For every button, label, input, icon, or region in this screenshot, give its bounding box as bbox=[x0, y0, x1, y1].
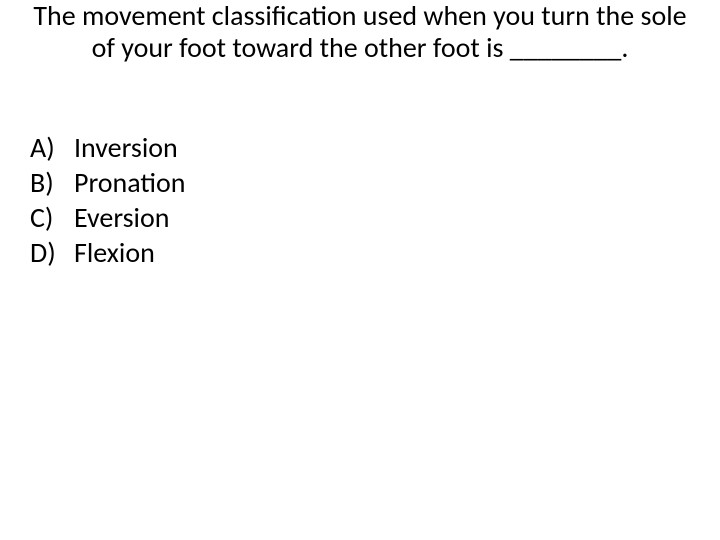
option-text: Pronation bbox=[74, 165, 185, 200]
option-text: Flexion bbox=[74, 235, 155, 270]
option-letter: A) bbox=[30, 130, 74, 165]
option-b: B) Pronation bbox=[30, 165, 185, 200]
option-c: C) Eversion bbox=[30, 200, 185, 235]
option-d: D) Flexion bbox=[30, 235, 185, 270]
question-text: The movement classification used when yo… bbox=[0, 0, 720, 64]
option-letter: C) bbox=[30, 200, 74, 235]
option-letter: B) bbox=[30, 165, 74, 200]
option-a: A) Inversion bbox=[30, 130, 185, 165]
option-text: Eversion bbox=[74, 200, 169, 235]
slide: The movement classification used when yo… bbox=[0, 0, 720, 540]
option-text: Inversion bbox=[74, 130, 178, 165]
options-list: A) Inversion B) Pronation C) Eversion D)… bbox=[30, 130, 185, 270]
option-letter: D) bbox=[30, 235, 74, 270]
